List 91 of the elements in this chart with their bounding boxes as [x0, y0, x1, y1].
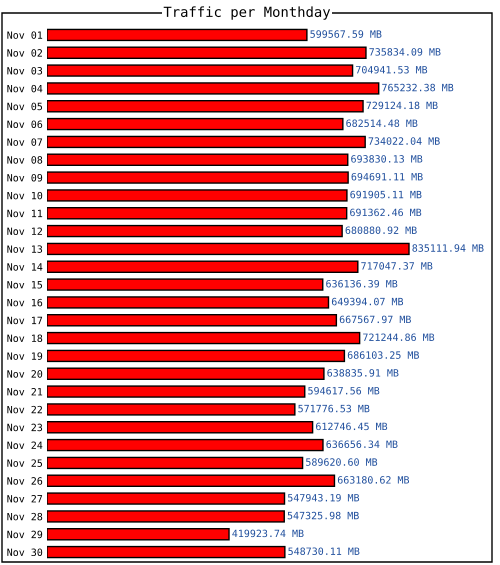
y-tick-label: Nov 22	[7, 406, 42, 414]
bar	[47, 171, 349, 184]
y-tick-label: Nov 03	[7, 66, 42, 75]
data-label: 547325.98 MB	[288, 512, 359, 520]
bar	[47, 224, 343, 238]
data-label: 599567.59 MB	[310, 30, 382, 38]
bar	[47, 528, 230, 540]
bar	[47, 82, 380, 95]
y-tick-label: Nov 20	[7, 370, 42, 378]
data-label: 571776.53 MB	[298, 404, 370, 412]
data-label: 638835.91 MB	[327, 369, 398, 377]
y-tick-label: Nov 23	[7, 424, 42, 432]
y-tick-label: Nov 16	[7, 298, 42, 306]
data-label: 765232.38 MB	[382, 84, 454, 92]
bar	[47, 314, 338, 326]
data-label: 704941.53 MB	[356, 66, 428, 74]
bar	[47, 350, 346, 362]
bar	[47, 492, 286, 505]
data-label: 663180.62 MB	[338, 476, 410, 484]
y-tick-label: Nov 29	[7, 530, 42, 538]
bar	[47, 242, 410, 256]
y-tick-label: Nov 13	[7, 245, 42, 253]
data-label: 717047.37 MB	[361, 262, 432, 270]
y-tick-label: Nov 19	[7, 352, 42, 360]
y-tick-label: Nov 12	[7, 227, 42, 236]
data-label: 835111.94 MB	[412, 244, 484, 252]
y-tick-label: Nov 07	[7, 138, 42, 146]
bar	[47, 474, 336, 487]
bar	[47, 64, 354, 77]
data-label: 419923.74 MB	[232, 530, 304, 538]
y-tick-label: Nov 24	[7, 441, 42, 450]
data-label: 547943.19 MB	[288, 494, 360, 502]
y-tick-label: Nov 30	[7, 548, 42, 556]
y-tick-label: Nov 21	[7, 388, 42, 396]
data-label: 693830.13 MB	[351, 155, 422, 163]
data-label: 548730.11 MB	[288, 547, 360, 556]
bar	[47, 207, 348, 220]
bar	[47, 456, 304, 470]
y-tick-label: Nov 04	[7, 84, 42, 92]
data-label: 694691.11 MB	[352, 172, 423, 181]
bar	[47, 510, 285, 523]
bar	[47, 260, 359, 273]
y-tick-label: Nov 26	[7, 477, 42, 485]
bar	[47, 28, 308, 42]
y-tick-label: Nov 01	[7, 31, 42, 39]
data-label: 735834.09 MB	[369, 48, 441, 56]
bar	[47, 118, 344, 130]
y-tick-label: Nov 18	[7, 334, 42, 342]
y-tick-label: Nov 25	[7, 459, 42, 467]
y-tick-label: Nov 27	[7, 494, 42, 503]
chart-title: Traffic per Monthday	[164, 6, 330, 20]
data-label: 636136.39 MB	[326, 280, 398, 288]
data-label: 729124.18 MB	[366, 102, 438, 110]
bar	[47, 438, 324, 452]
bar	[47, 332, 360, 344]
data-label: 680880.92 MB	[346, 226, 417, 234]
y-tick-label: Nov 10	[7, 192, 42, 200]
data-label: 589620.60 MB	[306, 458, 378, 466]
bar	[47, 278, 324, 291]
y-tick-label: Nov 02	[7, 49, 42, 57]
bar	[47, 189, 348, 202]
data-label: 686103.25 MB	[348, 351, 419, 359]
y-tick-label: Nov 11	[7, 210, 42, 218]
y-tick-label: Nov 17	[7, 316, 42, 324]
y-tick-label: Nov 09	[7, 174, 42, 182]
y-tick-label: Nov 08	[7, 156, 42, 164]
bar	[47, 368, 325, 380]
bar	[47, 100, 364, 112]
bar	[47, 403, 296, 416]
bar	[47, 154, 348, 166]
data-label: 612746.45 MB	[316, 422, 388, 430]
data-label: 682514.48 MB	[346, 119, 418, 128]
data-label: 649394.07 MB	[332, 298, 404, 306]
y-tick-label: Nov 15	[7, 281, 42, 289]
bar	[47, 421, 314, 434]
y-tick-label: Nov 05	[7, 102, 42, 110]
bar	[47, 385, 306, 398]
data-label: 636656.34 MB	[326, 440, 398, 448]
data-label: 691362.46 MB	[350, 208, 422, 216]
data-label: 691905.11 MB	[350, 190, 422, 198]
data-label: 721244.86 MB	[363, 333, 434, 342]
y-tick-label: Nov 06	[7, 120, 42, 128]
data-label: 594617.56 MB	[308, 386, 380, 395]
bar	[47, 296, 330, 309]
bar	[47, 546, 286, 558]
y-tick-label: Nov 14	[7, 263, 42, 271]
data-label: 667567.97 MB	[340, 316, 411, 324]
data-label: 734022.04 MB	[368, 137, 440, 145]
bar	[47, 46, 367, 59]
bar	[47, 136, 366, 148]
y-tick-label: Nov 28	[7, 512, 42, 520]
